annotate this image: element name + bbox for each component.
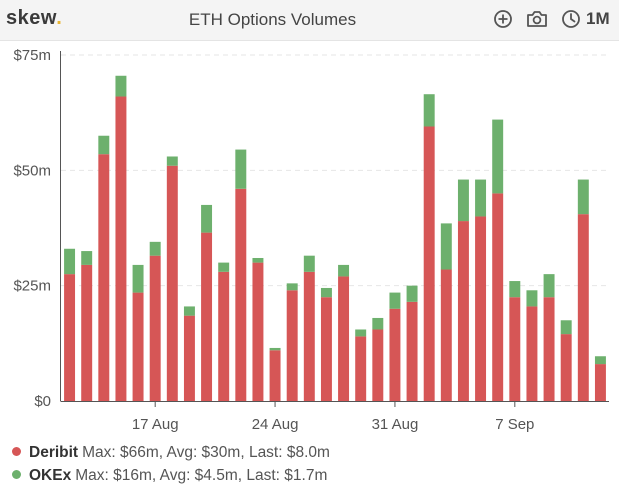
y-tick-label: $0 [34,393,51,410]
grid-lines [61,54,609,287]
bar-okex-30[interactable] [577,179,589,215]
skew-logo: skew. [6,7,63,29]
bar-okex-24[interactable] [475,179,487,217]
bar-okex-18[interactable] [372,317,384,330]
bar-okex-25[interactable] [492,119,504,194]
bar-deribit-31[interactable] [594,364,606,401]
bar-deribit-20[interactable] [406,301,418,401]
bar-deribit-13[interactable] [286,290,298,401]
legend-series-name: Deribit [29,444,79,461]
bar-okex-6[interactable] [166,156,178,166]
bar-deribit-8[interactable] [201,232,213,401]
bar-okex-15[interactable] [320,287,332,298]
bar-okex-8[interactable] [201,204,213,233]
bar-okex-20[interactable] [406,285,418,302]
bar-okex-29[interactable] [560,320,572,335]
bar-deribit-26[interactable] [509,297,521,401]
bar-deribit-25[interactable] [492,193,504,401]
bar-okex-21[interactable] [423,94,435,127]
bar-deribit-9[interactable] [218,271,230,401]
bar-deribit-23[interactable] [457,221,469,401]
bar-deribit-2[interactable] [98,154,110,401]
bar-okex-22[interactable] [440,223,452,270]
bar-deribit-11[interactable] [252,262,264,401]
y-tick-label: $50m [13,162,51,179]
legend-stats: Max: $66m, Avg: $30m, Last: $8.0m [82,444,330,461]
bar-deribit-22[interactable] [440,269,452,401]
bar-okex-28[interactable] [543,274,555,298]
bar-okex-19[interactable] [389,292,401,309]
bars [64,75,606,401]
y-tick-label: $25m [13,278,51,295]
bar-deribit-12[interactable] [269,350,281,401]
bar-deribit-5[interactable] [149,255,161,401]
bar-okex-11[interactable] [252,257,264,263]
bar-deribit-7[interactable] [183,315,195,401]
bar-okex-4[interactable] [132,264,144,293]
bar-okex-2[interactable] [98,135,110,155]
bar-deribit-29[interactable] [560,334,572,401]
bar-deribit-21[interactable] [423,126,435,401]
bar-deribit-4[interactable] [132,292,144,401]
bar-okex-7[interactable] [183,306,195,316]
y-tick-label: $75m [13,47,51,64]
x-tick-label: 31 Aug [372,416,419,433]
bar-deribit-3[interactable] [115,96,127,401]
legend-okex[interactable]: OKEx Max: $16m, Avg: $4.5m, Last: $1.7m [12,467,327,485]
bar-deribit-16[interactable] [338,276,350,401]
bar-deribit-10[interactable] [235,188,247,401]
bar-deribit-14[interactable] [303,271,315,401]
bar-deribit-6[interactable] [166,165,178,401]
legend-swatch-okex [12,470,21,479]
chart-title: ETH Options Volumes [188,10,357,29]
bar-deribit-19[interactable] [389,308,401,401]
x-tick-label: 17 Aug [132,416,179,433]
bar-okex-16[interactable] [338,264,350,277]
bar-deribit-15[interactable] [320,297,332,401]
period-selector[interactable]: 1M [586,9,610,28]
bar-okex-9[interactable] [218,262,230,272]
add-circle-icon[interactable] [493,9,513,34]
bar-okex-5[interactable] [149,241,161,256]
bar-okex-17[interactable] [355,329,367,337]
bar-okex-12[interactable] [269,347,281,351]
x-tick-label: 24 Aug [252,416,299,433]
bar-okex-26[interactable] [509,281,521,298]
bar-okex-31[interactable] [594,356,606,365]
clock-icon[interactable] [561,9,581,34]
bar-okex-1[interactable] [81,251,93,265]
bar-deribit-28[interactable] [543,297,555,401]
bar-deribit-24[interactable] [475,216,487,401]
bar-okex-13[interactable] [286,283,298,291]
bar-deribit-27[interactable] [526,306,538,401]
legend-deribit[interactable]: Deribit Max: $66m, Avg: $30m, Last: $8.0m [12,444,330,462]
legend-swatch-deribit [12,447,21,456]
bar-deribit-1[interactable] [81,264,93,401]
bar-okex-3[interactable] [115,75,127,97]
bar-deribit-0[interactable] [64,274,76,401]
legend-stats: Max: $16m, Avg: $4.5m, Last: $1.7m [75,467,328,484]
chart-header: skew. ETH Options Volumes 1M [0,0,619,41]
bar-deribit-30[interactable] [577,214,589,401]
bar-okex-10[interactable] [235,149,247,189]
stacked-bar-chart: $0 $25m $50m $75m 17 Aug 24 Aug 31 Aug 7 Sep [13,47,609,433]
bar-okex-23[interactable] [457,179,469,222]
x-tick-label: 7 Sep [495,416,534,433]
bar-deribit-17[interactable] [355,336,367,401]
legend-series-name: OKEx [29,467,72,484]
camera-icon[interactable] [526,9,548,34]
bar-deribit-18[interactable] [372,329,384,401]
bar-okex-27[interactable] [526,290,538,307]
axes: $0 $25m $50m $75m 17 Aug 24 Aug 31 Aug 7 Sep [13,47,609,433]
bar-okex-14[interactable] [303,255,315,272]
bar-okex-0[interactable] [64,248,76,275]
